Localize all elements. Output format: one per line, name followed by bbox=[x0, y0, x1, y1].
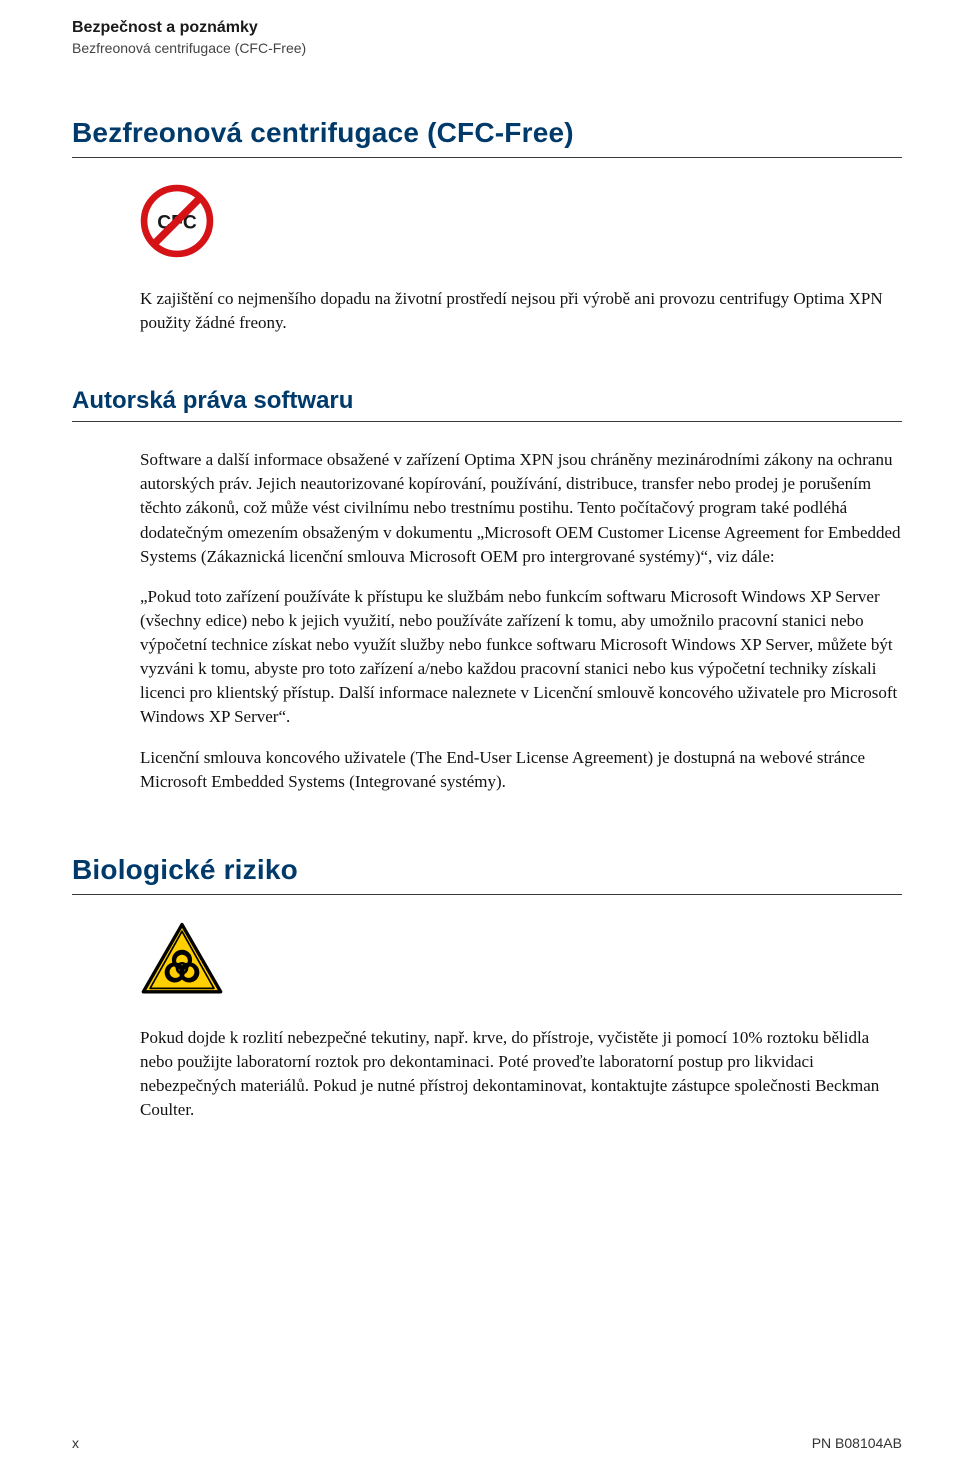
rule-cfc bbox=[72, 157, 902, 158]
biohazard-body: Pokud dojde k rozlití nebezpečné tekutin… bbox=[72, 921, 902, 1123]
software-paragraph-2: „Pokud toto zařízení používáte k přístup… bbox=[140, 585, 902, 730]
heading-cfc-free: Bezfreonová centrifugace (CFC-Free) bbox=[72, 117, 902, 149]
running-head: Bezpečnost a poznámky Bezfreonová centri… bbox=[72, 18, 902, 57]
page-footer: x PN B08104AB bbox=[72, 1435, 902, 1451]
software-paragraph-3: Licenční smlouva koncového uživatele (Th… bbox=[140, 746, 902, 794]
no-cfc-icon: CFC bbox=[140, 184, 902, 263]
page-number: x bbox=[72, 1435, 79, 1451]
running-head-section: Bezpečnost a poznámky bbox=[72, 18, 902, 39]
cfc-paragraph: K zajištění co nejmenšího dopadu na živo… bbox=[140, 287, 902, 335]
software-body: Software a další informace obsažené v za… bbox=[72, 448, 902, 794]
cfc-body: CFC K zajištění co nejmenšího dopadu na … bbox=[72, 184, 902, 335]
biohazard-icon bbox=[140, 921, 902, 1002]
biohazard-paragraph: Pokud dojde k rozlití nebezpečné tekutin… bbox=[140, 1026, 902, 1123]
heading-biological-risk: Biologické riziko bbox=[72, 854, 902, 886]
software-paragraph-1: Software a další informace obsažené v za… bbox=[140, 448, 902, 569]
rule-biohazard bbox=[72, 894, 902, 895]
rule-software bbox=[72, 421, 902, 422]
heading-software-copyright: Autorská práva softwaru bbox=[72, 387, 902, 415]
running-head-subsection: Bezfreonová centrifugace (CFC-Free) bbox=[72, 39, 902, 57]
document-id: PN B08104AB bbox=[812, 1435, 902, 1451]
